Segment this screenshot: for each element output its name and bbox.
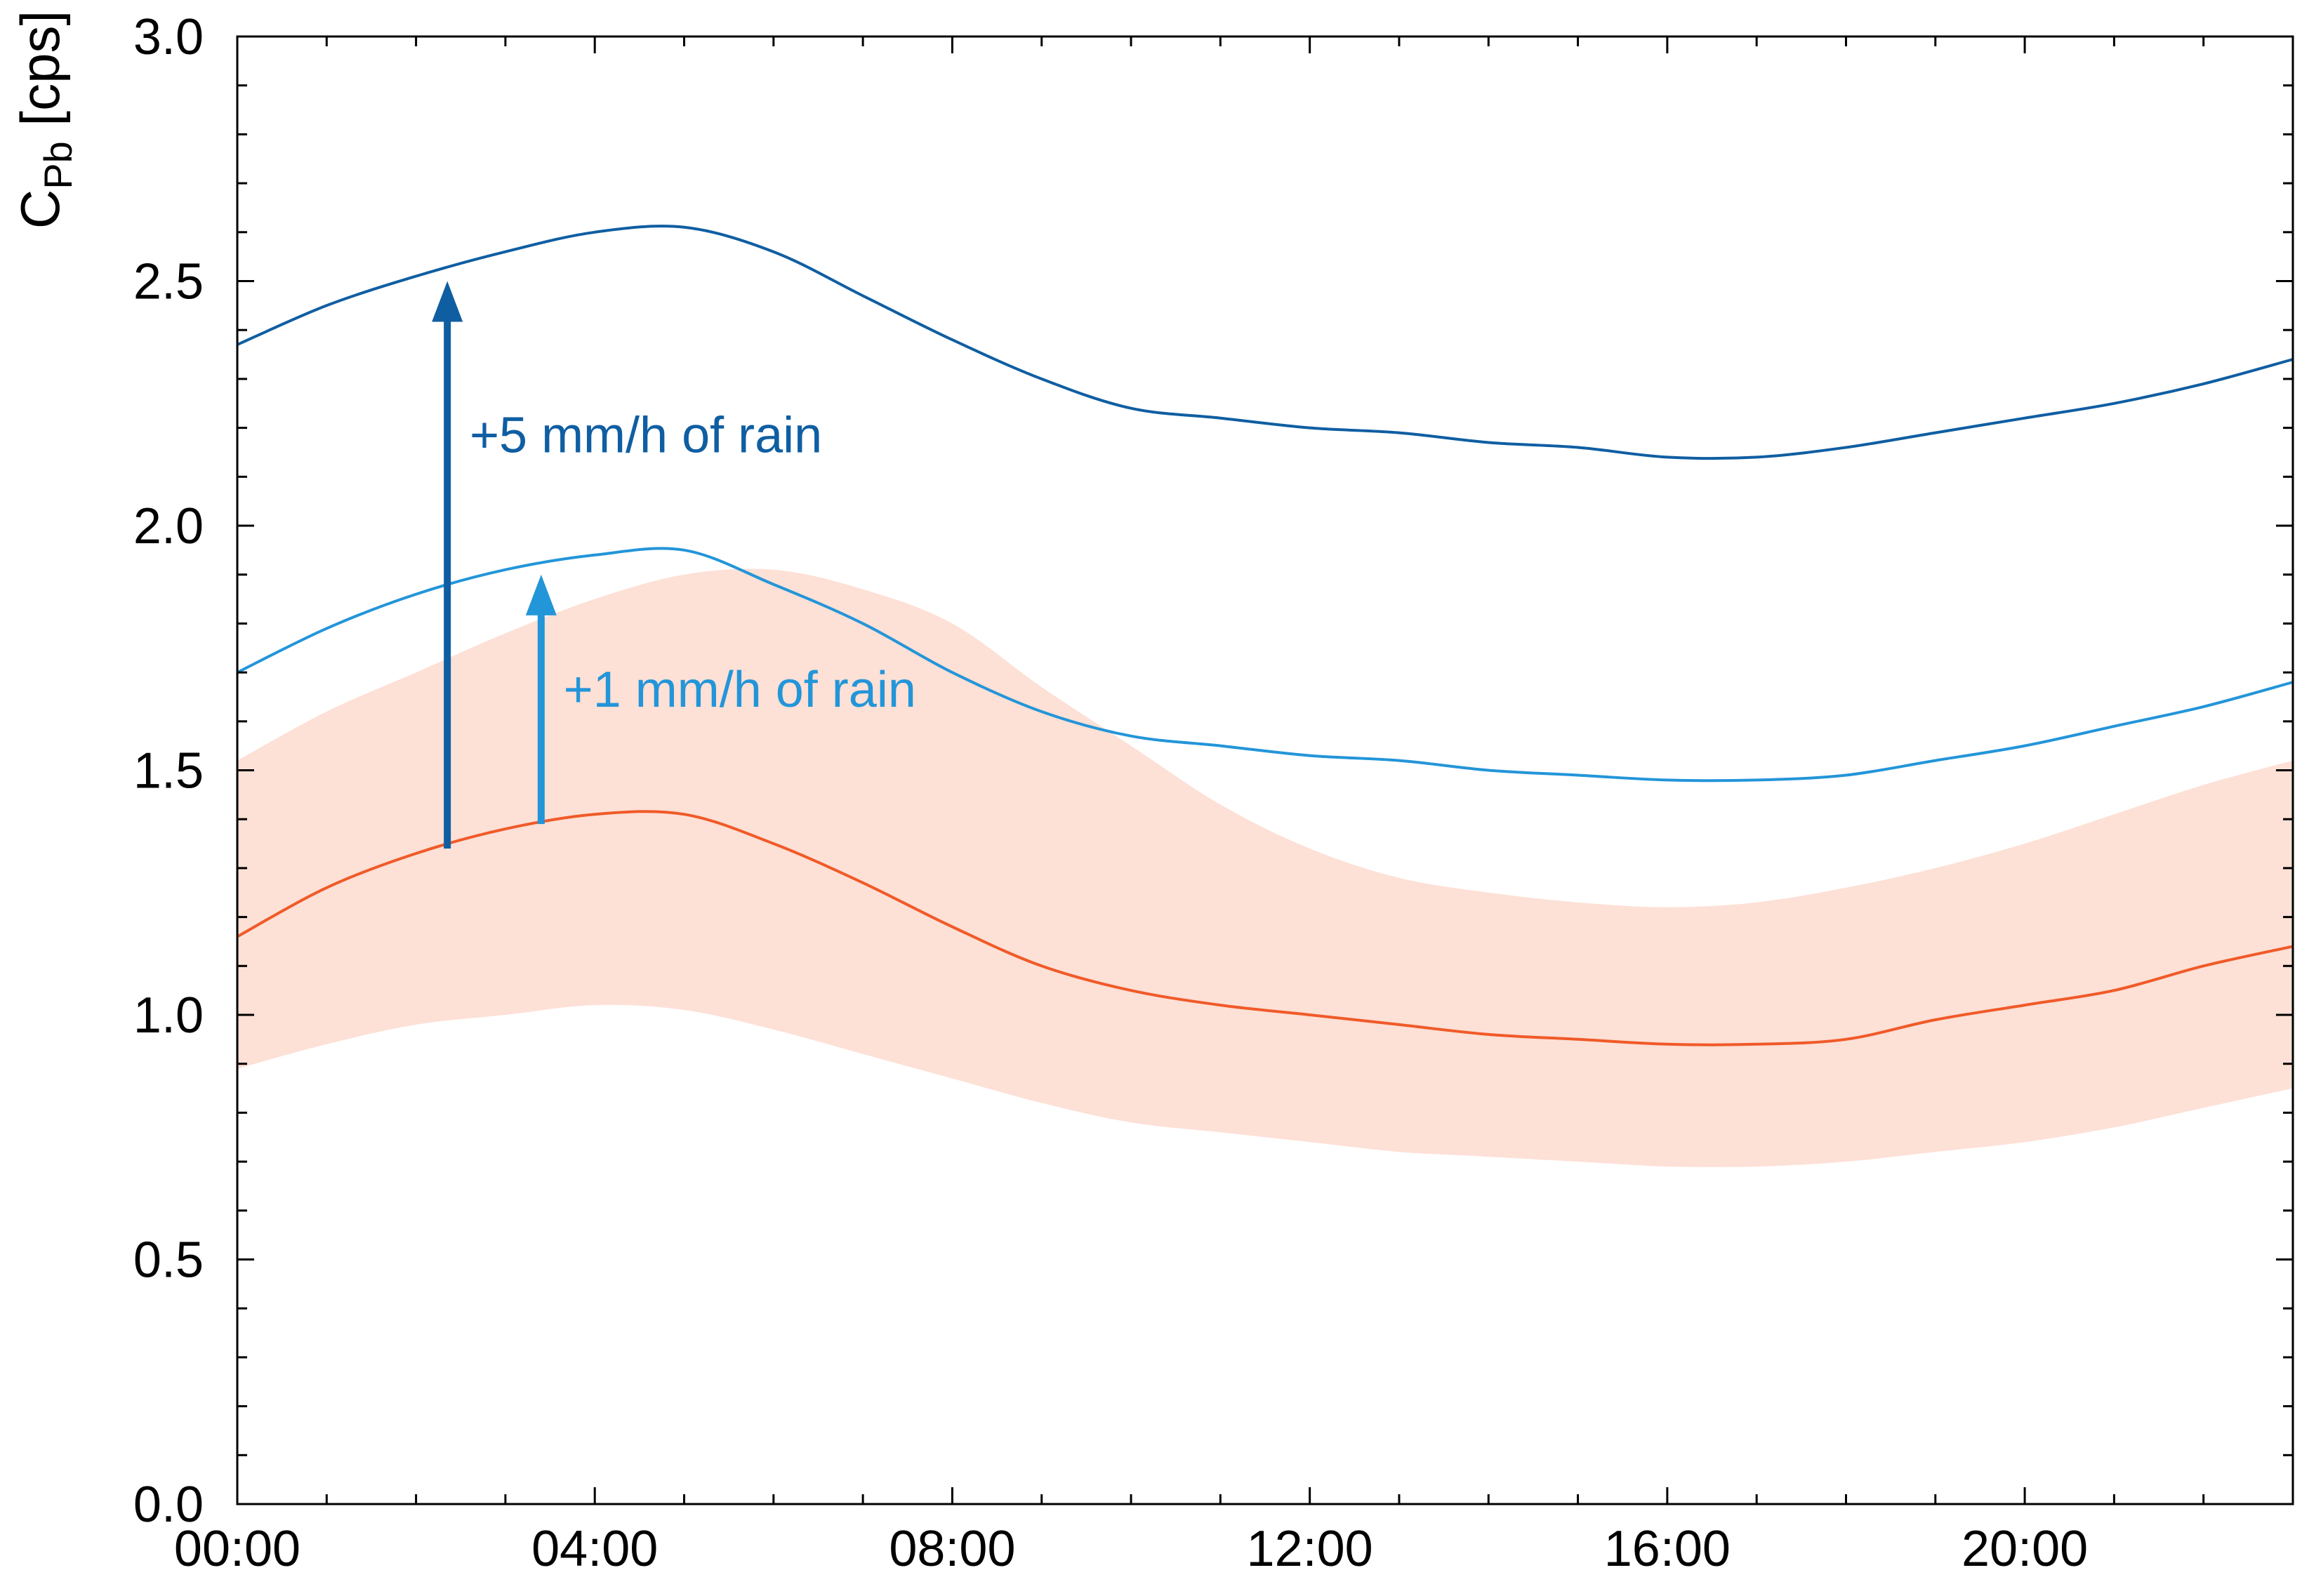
uncertainty-band [237, 568, 2293, 1167]
label-layer: 00:00 04:00 08:00 12:00 16:00 20:00 0.0 0.5 1.0 1… [133, 9, 2088, 1577]
y-tick-label: 1.0 [133, 987, 204, 1044]
y-axis-label-subscript: Pb [36, 141, 80, 189]
series-line-2 [237, 225, 2294, 460]
x-tick-label: 12:00 [1247, 1521, 1373, 1577]
annotation-label-1: +1 mm/h of rain [564, 662, 916, 718]
series-layer [237, 225, 2294, 1046]
x-tick-label: 08:00 [889, 1521, 1015, 1577]
y-axis-label: CPb [cps] [9, 11, 80, 229]
y-tick-label: 3.0 [133, 9, 204, 65]
annotation-layer: +5 mm/h of rain +1 mm/h of rain [432, 281, 916, 849]
series-line-1 [237, 547, 2294, 783]
y-tick-label: 2.5 [133, 254, 204, 310]
annotation-label-0: +5 mm/h of rain [470, 407, 822, 463]
series-line-0 [237, 810, 2294, 1046]
y-axis-label-symbol: C [9, 189, 71, 229]
x-tick-label: 16:00 [1604, 1521, 1731, 1577]
y-tick-label: 0.0 [133, 1477, 204, 1533]
y-tick-label: 1.5 [133, 743, 204, 799]
tick-layer [236, 35, 2294, 1505]
y-tick-label: 0.5 [133, 1232, 204, 1289]
y-tick-label: 2.0 [133, 498, 204, 554]
band-layer [237, 568, 2293, 1167]
annotation-arrow-head-1 [525, 574, 557, 616]
x-tick-label: 20:00 [1962, 1521, 2088, 1577]
y-axis-label-unit: [cps] [9, 11, 71, 141]
x-tick-label: 04:00 [531, 1521, 658, 1577]
x-tick-label: 00:00 [174, 1521, 300, 1577]
annotation-arrow-head-0 [432, 281, 463, 322]
